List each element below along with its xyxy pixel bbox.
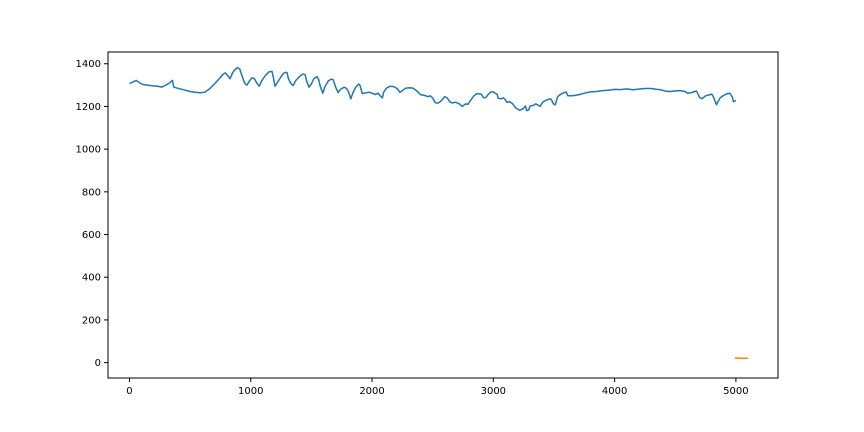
x-tick-label: 3000	[481, 386, 506, 397]
plot-frame	[107, 51, 779, 379]
x-axis: 0 1000 2000 3000 4000 5000	[126, 378, 749, 397]
y-tick-label: 1400	[76, 59, 101, 70]
x-tick-label: 4000	[602, 386, 627, 397]
y-tick-label: 400	[82, 273, 101, 284]
series-layer	[129, 66, 749, 360]
x-tick-label: 0	[126, 386, 132, 397]
x-tick-label: 5000	[723, 386, 748, 397]
x-tick-label: 1000	[238, 386, 263, 397]
y-tick-label: 1000	[76, 145, 101, 156]
x-tick-label: 2000	[359, 386, 384, 397]
y-tick-label: 1200	[76, 102, 101, 113]
y-tick-label: 800	[82, 187, 101, 198]
y-tick-label: 600	[82, 230, 101, 241]
y-tick-label: 0	[95, 358, 101, 369]
y-axis: 0 200 400 600 800 1000 1200 1400	[76, 59, 108, 369]
series-line-1	[129, 66, 737, 112]
y-tick-label: 200	[82, 315, 101, 326]
